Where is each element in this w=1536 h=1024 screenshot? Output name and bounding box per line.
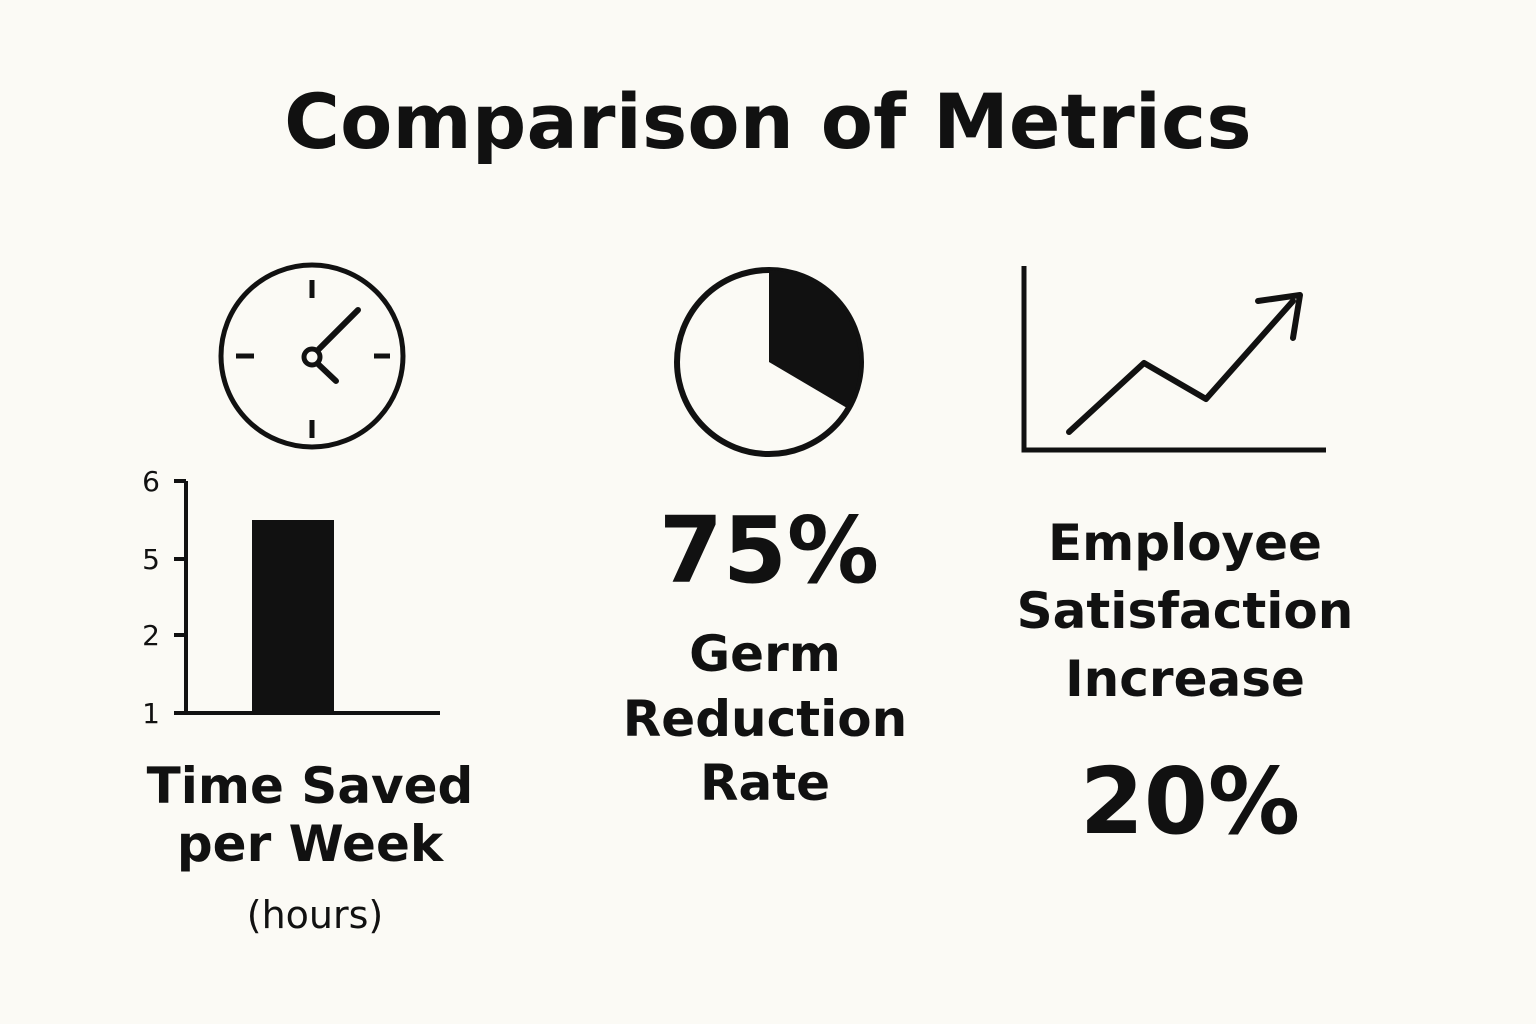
employee-satisfaction-value: 20% bbox=[1079, 748, 1301, 855]
bars-group bbox=[252, 520, 334, 713]
y-axis-tick-labels: 1 2 5 6 bbox=[142, 465, 160, 730]
time-saved-bar bbox=[252, 520, 334, 713]
time-saved-label-line-2: per Week bbox=[176, 814, 444, 873]
time-saved-label: Time Saved per Week bbox=[120, 757, 500, 873]
y-axis-tick-label: 6 bbox=[142, 465, 160, 498]
time-saved-label-line-1: Time Saved bbox=[146, 757, 474, 815]
trend-up-icon bbox=[1021, 266, 1326, 453]
time-saved-unit: (hours) bbox=[246, 893, 384, 937]
pie-chart-icon bbox=[674, 267, 864, 457]
employee-satisfaction-label: Employee Satisfaction Increase bbox=[1010, 509, 1360, 713]
page-title: Comparison of Metrics bbox=[284, 77, 1252, 166]
employee-satisfaction-label-line-3: Increase bbox=[1065, 650, 1305, 708]
germ-reduction-value: 75% bbox=[658, 497, 880, 604]
germ-reduction-label: Germ Reduction Rate bbox=[610, 622, 920, 816]
employee-satisfaction-label-line-1: Employee bbox=[1048, 514, 1322, 572]
y-axis-tick-label: 1 bbox=[142, 697, 160, 730]
y-axis-tick-label: 2 bbox=[142, 619, 160, 652]
germ-reduction-label-line-3: Rate bbox=[699, 754, 831, 812]
time-saved-bar-chart: 1 2 5 6 bbox=[142, 465, 440, 730]
employee-satisfaction-label-line-2: Satisfaction bbox=[1016, 582, 1354, 640]
clock-icon bbox=[218, 262, 406, 450]
germ-reduction-label-line-1: Germ bbox=[689, 625, 841, 683]
y-axis-tick-label: 5 bbox=[142, 543, 160, 576]
germ-reduction-label-line-2: Reduction bbox=[622, 689, 908, 748]
